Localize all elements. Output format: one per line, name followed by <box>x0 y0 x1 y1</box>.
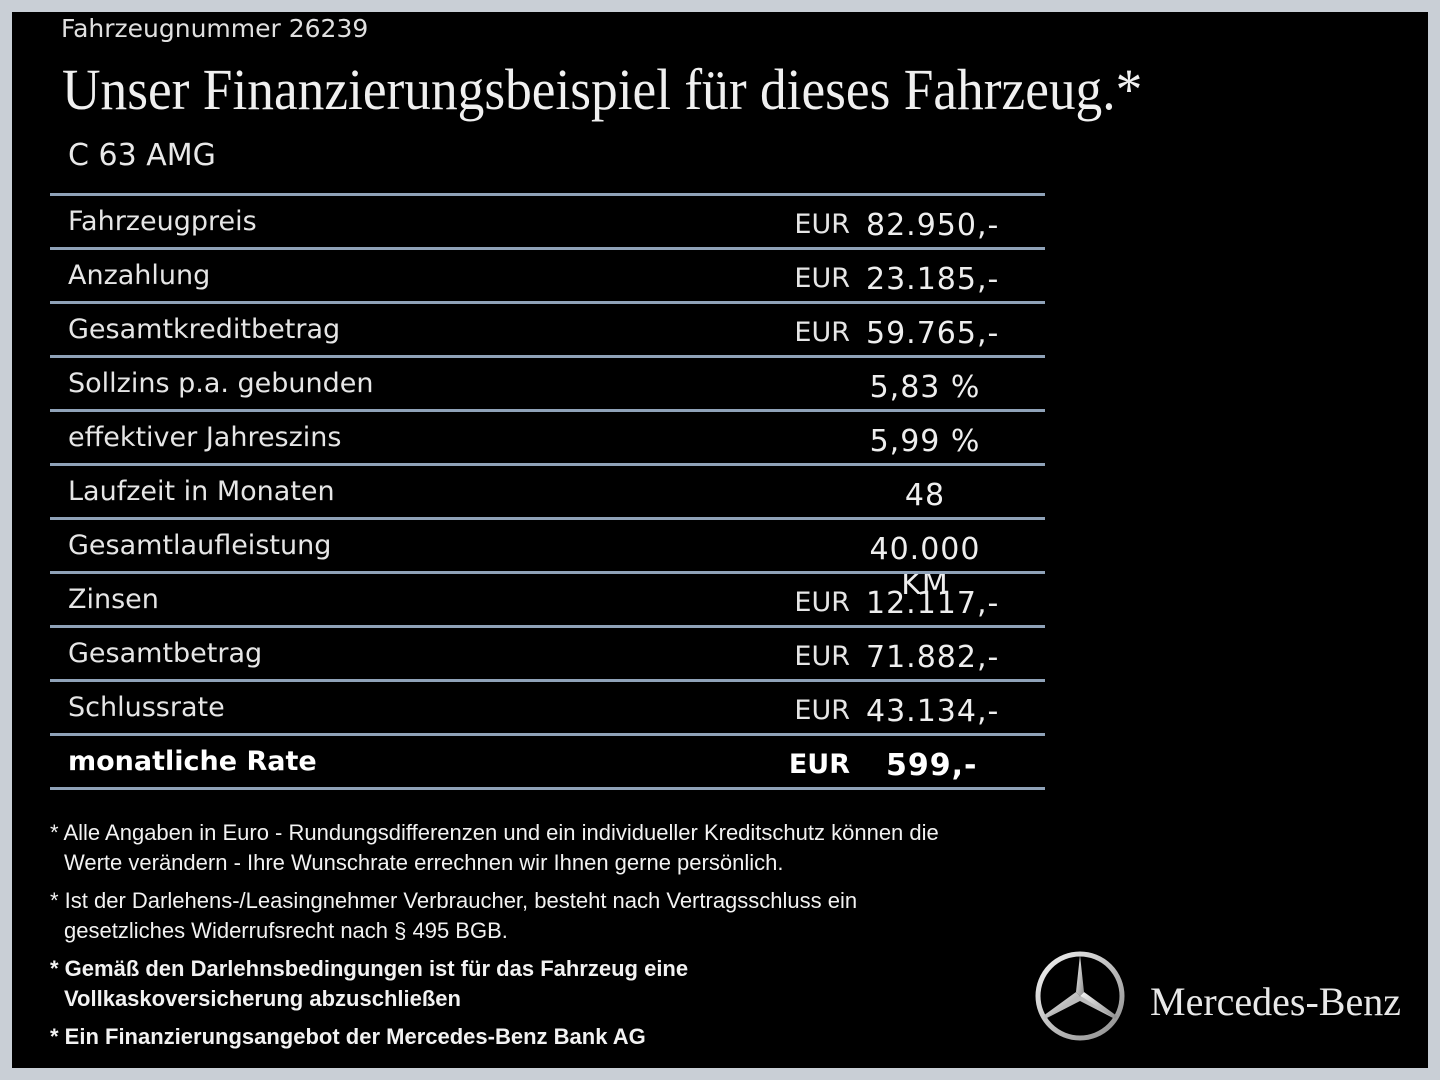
table-row: Laufzeit in Monaten 48 <box>50 463 1045 517</box>
row-value: 599,- <box>886 748 978 783</box>
footnote: * Gemäß den Darlehnsbedingungen ist für … <box>50 954 939 1014</box>
row-value: 23.185,- <box>866 262 1000 297</box>
brand-name: Mercedes-Benz <box>1150 979 1401 1024</box>
footnote-line: Vollkaskoversicherung abzuschließen <box>64 986 461 1011</box>
row-value: 71.882,- <box>866 640 1000 675</box>
footnote: * Alle Angaben in Euro - Rundungsdiffere… <box>50 818 939 878</box>
row-currency: EUR <box>794 317 850 348</box>
footnote-line: * Alle Angaben in Euro - Rundungsdiffere… <box>50 820 939 845</box>
footnote-line: * Ein Finanzierungsangebot der Mercedes-… <box>50 1024 646 1049</box>
row-label: Sollzins p.a. gebunden <box>68 368 374 399</box>
row-value: 5,99 % <box>869 424 981 459</box>
row-label: Gesamtbetrag <box>68 638 263 669</box>
row-label: monatliche Rate <box>68 746 317 777</box>
brand-logo <box>1035 951 1125 1041</box>
row-currency: EUR <box>794 641 850 672</box>
vehicle-number: Fahrzeugnummer 26239 <box>61 14 369 43</box>
row-value: 59.765,- <box>866 316 1000 351</box>
row-label: Gesamtkreditbetrag <box>68 314 341 345</box>
row-value: 43.134,- <box>866 694 1000 729</box>
row-value: 48 <box>904 478 946 513</box>
footnote: * Ein Finanzierungsangebot der Mercedes-… <box>50 1022 939 1052</box>
row-currency: EUR <box>794 209 850 240</box>
footnotes: * Alle Angaben in Euro - Rundungsdiffere… <box>50 818 939 1060</box>
row-label: Anzahlung <box>68 260 211 291</box>
row-value: 5,83 % <box>869 370 981 405</box>
row-label: Fahrzeugpreis <box>68 206 257 237</box>
ad-panel: Fahrzeugnummer 26239 Unser Finanzierungs… <box>12 12 1428 1068</box>
table-row: Zinsen EUR 12.117,- <box>50 571 1045 625</box>
row-currency: EUR <box>794 263 850 294</box>
title: Unser Finanzierungsbeispiel für dieses F… <box>62 57 1143 122</box>
table-row: Schlussrate EUR 43.134,- <box>50 679 1045 733</box>
row-currency: EUR <box>794 587 850 618</box>
row-value: 82.950,- <box>866 208 1000 243</box>
footnote: * Ist der Darlehens-/Leasingnehmer Verbr… <box>50 886 939 946</box>
row-label: effektiver Jahreszins <box>68 422 342 453</box>
row-label: Laufzeit in Monaten <box>68 476 335 507</box>
footnote-line: Werte verändern - Ihre Wunschrate errech… <box>64 850 784 875</box>
table-row: monatliche Rate EUR 599,- <box>50 733 1045 790</box>
finance-table: Fahrzeugpreis EUR 82.950,- Anzahlung EUR 23.1… <box>50 193 1045 790</box>
table-row: Gesamtlaufleistung 40.000 KM <box>50 517 1045 602</box>
row-value: 12.117,- <box>866 586 1000 621</box>
row-currency: EUR <box>794 695 850 726</box>
row-label: Schlussrate <box>68 692 225 723</box>
table-row: Anzahlung EUR 23.185,- <box>50 247 1045 301</box>
table-row: effektiver Jahreszins 5,99 % <box>50 409 1045 463</box>
table-row: Gesamtkreditbetrag EUR 59.765,- <box>50 301 1045 355</box>
footnote-line: * Gemäß den Darlehnsbedingungen ist für … <box>50 956 689 981</box>
footnote-line: gesetzliches Widerrufsrecht nach § 495 B… <box>64 918 508 943</box>
table-row: Fahrzeugpreis EUR 82.950,- <box>50 193 1045 247</box>
model: C 63 AMG <box>68 138 216 173</box>
row-label: Gesamtlaufleistung <box>68 530 332 561</box>
footnote-line: * Ist der Darlehens-/Leasingnehmer Verbr… <box>50 888 858 913</box>
table-row: Sollzins p.a. gebunden 5,83 % <box>50 355 1045 409</box>
row-currency: EUR <box>788 749 850 780</box>
table-row: Gesamtbetrag EUR 71.882,- <box>50 625 1045 679</box>
row-label: Zinsen <box>68 584 159 615</box>
